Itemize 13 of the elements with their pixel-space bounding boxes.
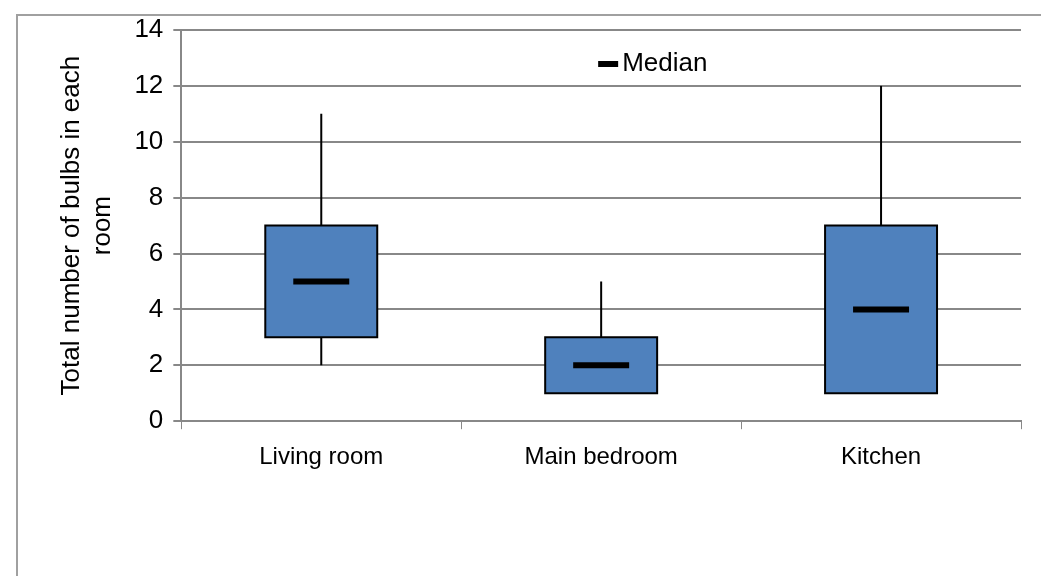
y-tick-label: 2	[148, 348, 164, 379]
y-tick-label: 0	[148, 404, 164, 435]
y-tick-label: 10	[134, 124, 164, 155]
y-tick-label: 12	[134, 69, 164, 100]
annotation: Median	[622, 47, 708, 78]
y-axis-title: Total number of bulbs in each room	[54, 55, 116, 396]
x-tick-label: Main bedroom	[524, 442, 678, 470]
y-tick-label: 6	[148, 236, 164, 267]
x-tick-label: Living room	[259, 442, 384, 470]
y-tick-label: 14	[134, 13, 164, 44]
y-tick-label: 8	[148, 180, 164, 211]
x-tick-label: Kitchen	[841, 442, 922, 470]
y-tick-label: 4	[148, 292, 164, 323]
